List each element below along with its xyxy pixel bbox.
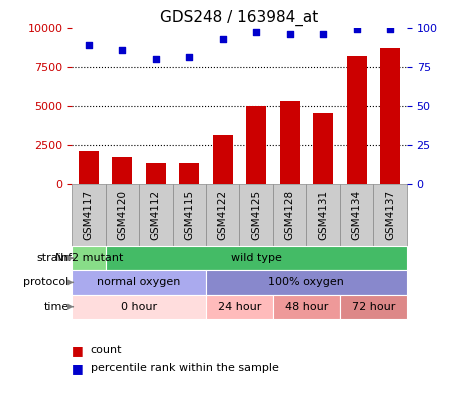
- Text: GSM4131: GSM4131: [318, 190, 328, 240]
- Bar: [206, 270, 407, 295]
- Text: ■: ■: [72, 362, 84, 375]
- Point: [252, 29, 260, 36]
- Text: 100% oxygen: 100% oxygen: [268, 277, 345, 287]
- Bar: [106, 184, 139, 246]
- Bar: [273, 184, 306, 246]
- Bar: [206, 184, 239, 246]
- Text: 24 hour: 24 hour: [218, 302, 261, 312]
- Text: 0 hour: 0 hour: [121, 302, 157, 312]
- Bar: [279, 101, 300, 184]
- Bar: [346, 56, 367, 184]
- Text: GSM4137: GSM4137: [385, 190, 395, 240]
- Text: normal oxygen: normal oxygen: [97, 277, 181, 287]
- Text: time: time: [43, 302, 69, 312]
- Bar: [146, 164, 166, 184]
- Bar: [213, 135, 233, 184]
- Bar: [340, 295, 407, 319]
- Text: ■: ■: [72, 344, 84, 357]
- Text: 72 hour: 72 hour: [352, 302, 395, 312]
- Point: [319, 31, 327, 37]
- Text: GSM4128: GSM4128: [285, 190, 295, 240]
- Point: [286, 31, 293, 37]
- Bar: [112, 157, 133, 184]
- Text: GSM4117: GSM4117: [84, 190, 94, 240]
- Bar: [72, 270, 206, 295]
- Text: strain: strain: [37, 253, 69, 263]
- Text: wild type: wild type: [231, 253, 282, 263]
- Text: GSM4122: GSM4122: [218, 190, 228, 240]
- Bar: [246, 106, 266, 184]
- Text: GSM4125: GSM4125: [251, 190, 261, 240]
- Text: count: count: [91, 345, 122, 356]
- Text: GSM4112: GSM4112: [151, 190, 161, 240]
- Point: [119, 46, 126, 53]
- Bar: [72, 184, 106, 246]
- Bar: [273, 295, 340, 319]
- Point: [85, 42, 93, 48]
- Bar: [72, 295, 206, 319]
- Bar: [79, 151, 99, 184]
- Point: [219, 36, 226, 42]
- Text: GSM4115: GSM4115: [184, 190, 194, 240]
- Point: [186, 54, 193, 61]
- Text: percentile rank within the sample: percentile rank within the sample: [91, 363, 279, 373]
- Title: GDS248 / 163984_at: GDS248 / 163984_at: [160, 10, 319, 27]
- Text: GSM4134: GSM4134: [352, 190, 362, 240]
- Bar: [72, 246, 106, 270]
- Bar: [139, 184, 173, 246]
- Text: protocol: protocol: [23, 277, 69, 287]
- Point: [386, 26, 394, 32]
- Bar: [373, 184, 407, 246]
- Bar: [306, 184, 340, 246]
- Point: [353, 26, 360, 32]
- Bar: [380, 48, 400, 184]
- Text: 48 hour: 48 hour: [285, 302, 328, 312]
- Bar: [313, 114, 333, 184]
- Bar: [173, 184, 206, 246]
- Bar: [340, 184, 373, 246]
- Bar: [239, 184, 273, 246]
- Bar: [206, 295, 273, 319]
- Text: Nrf2 mutant: Nrf2 mutant: [54, 253, 123, 263]
- Text: GSM4120: GSM4120: [117, 190, 127, 240]
- Bar: [179, 164, 199, 184]
- Point: [152, 56, 159, 62]
